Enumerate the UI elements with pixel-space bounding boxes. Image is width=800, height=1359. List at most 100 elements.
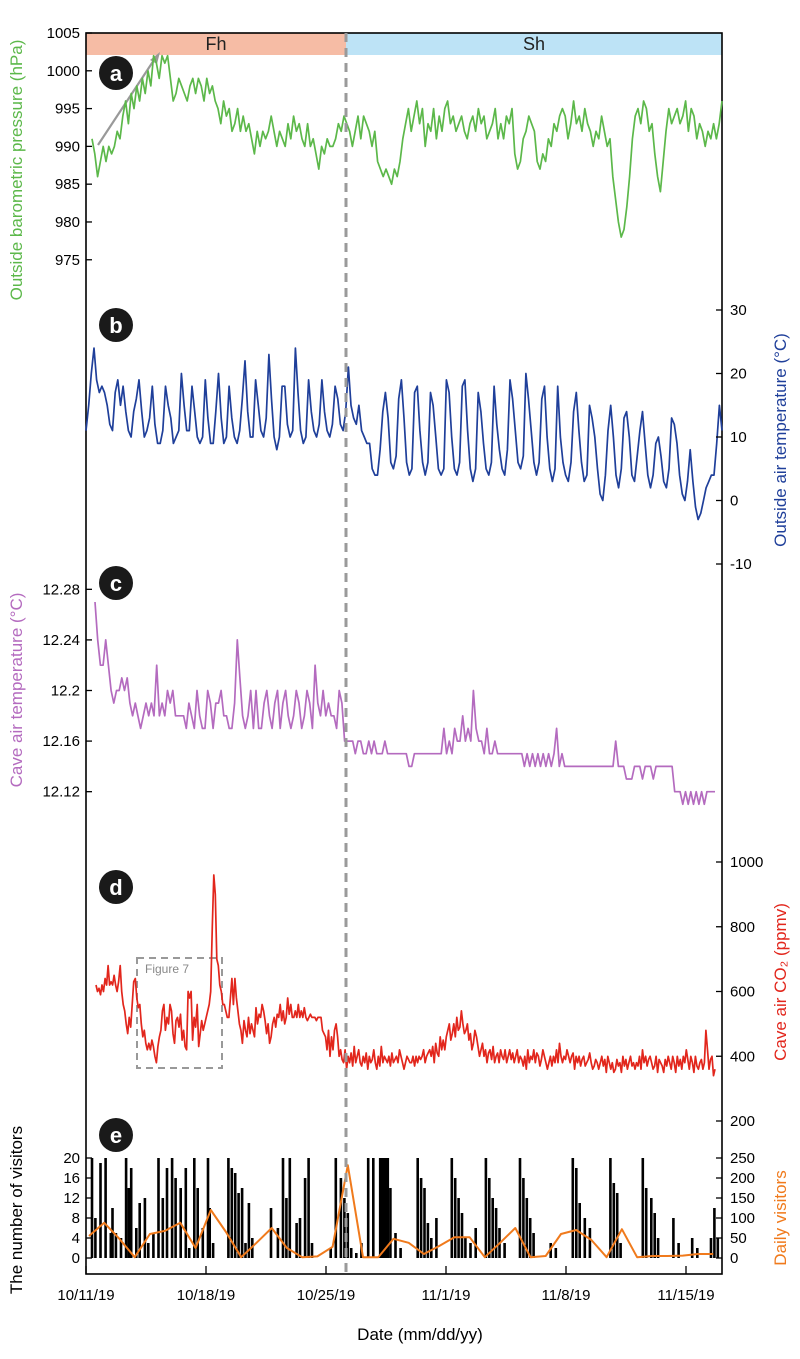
x-tick-label: 11/15/19 <box>657 1287 714 1304</box>
visitor-bar <box>281 1158 285 1258</box>
visitor-bar <box>355 1253 358 1258</box>
visitor-bar <box>672 1218 675 1258</box>
y2-tick-label-e: 100 <box>730 1210 755 1227</box>
visitor-bar <box>488 1178 491 1258</box>
y-tick-label-b: 0 <box>730 493 738 510</box>
visitor-bar <box>310 1243 314 1258</box>
y-tick-label-d: 1000 <box>730 854 763 871</box>
visitor-bar <box>152 1233 155 1258</box>
visitor-bar <box>349 1248 353 1258</box>
panel-e-letter: e <box>110 1123 122 1148</box>
visitor-bar <box>423 1188 426 1258</box>
panel-a-badge <box>99 56 133 90</box>
visitor-bar <box>165 1168 169 1258</box>
visitor-bar <box>147 1243 150 1258</box>
panel-d-badge <box>99 870 133 904</box>
visitor-bar <box>288 1158 292 1258</box>
visitor-bar <box>307 1158 310 1258</box>
visitor-bar <box>619 1243 622 1258</box>
visitor-bar <box>193 1158 196 1258</box>
visitor-bar <box>196 1188 199 1258</box>
visitor-bar <box>237 1193 240 1258</box>
series-line-c <box>94 601 715 806</box>
visitor-bar <box>615 1193 619 1258</box>
visitor-bar <box>484 1158 488 1258</box>
visitor-bar <box>450 1158 454 1258</box>
panel-a-letter: a <box>110 61 123 86</box>
visitor-bar <box>339 1178 343 1258</box>
visitor-bar <box>329 1248 332 1258</box>
x-tick-label: 10/18/19 <box>177 1287 235 1304</box>
y-tick-label-e: 4 <box>72 1230 80 1247</box>
visitor-bar <box>677 1243 680 1258</box>
x-tick-label: 10/11/19 <box>57 1287 114 1304</box>
visitor-bar <box>650 1198 653 1258</box>
visitors-axis-label: The number of visitors <box>7 1126 26 1294</box>
visitor-bar <box>378 1158 382 1258</box>
y-tick-label-a: 990 <box>55 138 80 155</box>
visitor-bar <box>641 1158 645 1258</box>
visitor-bar <box>426 1223 430 1258</box>
y-tick-label-b: 30 <box>730 302 747 319</box>
visitor-bar <box>644 1188 648 1258</box>
visitor-bar <box>528 1218 532 1258</box>
visitor-bar <box>135 1228 138 1258</box>
visitor-bar <box>381 1158 384 1258</box>
visitor-bar <box>609 1158 612 1258</box>
y-tick-label-a: 1000 <box>47 63 80 80</box>
visitor-bar <box>187 1248 191 1258</box>
y-tick-label-b: 10 <box>730 429 747 446</box>
visitor-bar <box>346 1213 350 1258</box>
visitor-bar <box>174 1178 177 1258</box>
visitor-bar <box>419 1178 423 1258</box>
visitor-bar <box>184 1168 188 1258</box>
visitor-bar <box>389 1188 392 1258</box>
y-tick-label-d: 400 <box>730 1048 755 1065</box>
visitor-bar <box>399 1248 402 1258</box>
visitor-bar <box>157 1158 160 1258</box>
visitor-bar <box>143 1198 147 1258</box>
phase-fh-band <box>86 33 346 55</box>
visitor-bar <box>474 1228 477 1258</box>
panel-b-letter: b <box>109 313 122 338</box>
visitor-bar <box>114 1233 118 1258</box>
visitor-bar <box>503 1243 506 1258</box>
y-tick-label-c: 12.24 <box>42 632 80 649</box>
visitor-bar <box>386 1158 390 1258</box>
y2-tick-label-e: 150 <box>730 1190 755 1207</box>
visitor-bar <box>588 1228 592 1258</box>
visitor-bar <box>298 1218 302 1258</box>
visitor-bar <box>491 1198 494 1258</box>
visitor-bar <box>211 1243 215 1258</box>
y2-tick-label-e: 250 <box>730 1150 755 1167</box>
y-tick-label-c: 12.16 <box>42 733 80 750</box>
x-tick-label: 11/1/19 <box>422 1287 471 1304</box>
x-axis-label: Date (mm/dd/yy) <box>357 1325 483 1344</box>
visitor-bar <box>612 1183 616 1258</box>
visitor-bar <box>94 1218 97 1258</box>
visitor-bar <box>713 1208 716 1258</box>
visitor-bar <box>578 1203 581 1258</box>
series-line-d <box>95 874 716 1077</box>
y-tick-label-c: 12.28 <box>42 581 80 598</box>
y-tick-label-b: 20 <box>730 366 747 383</box>
visitor-bar <box>343 1198 346 1258</box>
y-tick-label-a: 1005 <box>47 25 80 42</box>
visitor-bar <box>109 1233 113 1258</box>
visitor-bar <box>276 1228 280 1258</box>
visitor-bar <box>464 1238 467 1258</box>
y-tick-label-d: 600 <box>730 984 755 1001</box>
visitor-bar <box>366 1158 370 1258</box>
figure7-label: Figure 7 <box>145 962 189 976</box>
visitor-bar <box>656 1238 660 1258</box>
phase-header: Fh Sh <box>86 33 722 55</box>
x-tick-label: 11/8/19 <box>542 1287 591 1304</box>
visitor-bar <box>129 1168 133 1258</box>
visitor-bar <box>430 1238 433 1258</box>
visitor-bar <box>690 1238 694 1258</box>
visitor-bar <box>334 1158 338 1258</box>
pressure-axis-label: Outside barometric pressure (hPa) <box>7 40 26 301</box>
y-tick-label-e: 0 <box>72 1250 80 1267</box>
y2-tick-label-e: 50 <box>730 1230 747 1247</box>
